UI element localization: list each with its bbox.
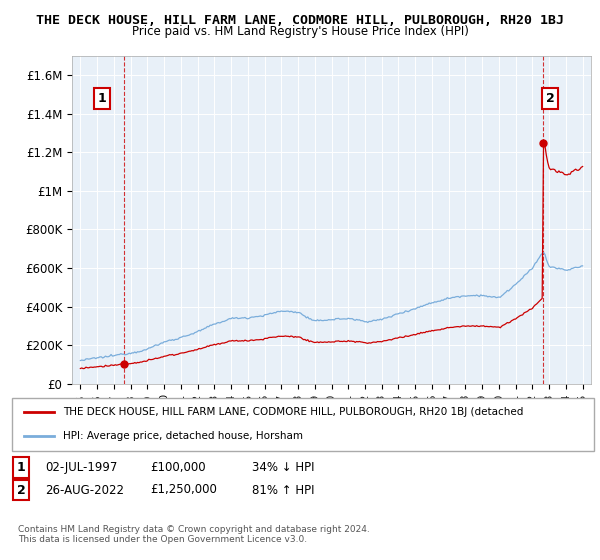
Text: HPI: Average price, detached house, Horsham: HPI: Average price, detached house, Hors… [63, 431, 303, 441]
Text: 81% ↑ HPI: 81% ↑ HPI [252, 483, 314, 497]
Text: Contains HM Land Registry data © Crown copyright and database right 2024.
This d: Contains HM Land Registry data © Crown c… [18, 525, 370, 544]
Text: 1: 1 [17, 461, 25, 474]
Text: 2: 2 [17, 483, 25, 497]
Text: Price paid vs. HM Land Registry's House Price Index (HPI): Price paid vs. HM Land Registry's House … [131, 25, 469, 38]
Text: £1,250,000: £1,250,000 [150, 483, 217, 497]
Text: 34% ↓ HPI: 34% ↓ HPI [252, 461, 314, 474]
Text: £100,000: £100,000 [150, 461, 206, 474]
Text: 02-JUL-1997: 02-JUL-1997 [45, 461, 118, 474]
Text: 1: 1 [97, 92, 106, 105]
Text: THE DECK HOUSE, HILL FARM LANE, CODMORE HILL, PULBOROUGH, RH20 1BJ (detached: THE DECK HOUSE, HILL FARM LANE, CODMORE … [63, 408, 523, 418]
Text: 2: 2 [545, 92, 554, 105]
Text: 26-AUG-2022: 26-AUG-2022 [45, 483, 124, 497]
Text: THE DECK HOUSE, HILL FARM LANE, CODMORE HILL, PULBOROUGH, RH20 1BJ: THE DECK HOUSE, HILL FARM LANE, CODMORE … [36, 14, 564, 27]
